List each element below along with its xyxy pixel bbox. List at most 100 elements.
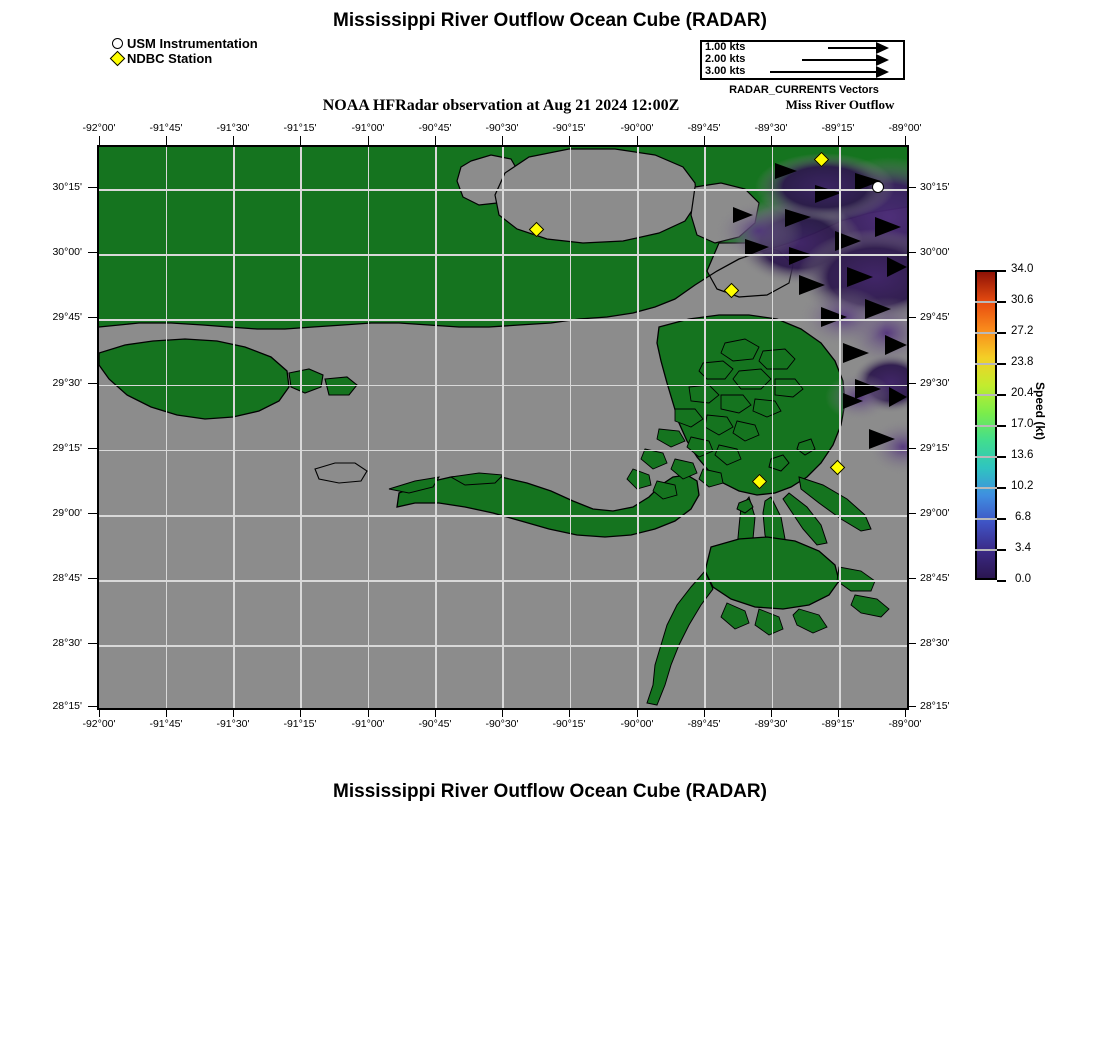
legend-item-usm: USM Instrumentation [110, 36, 258, 50]
x-tick-label: -92°00' [82, 718, 116, 730]
vector-key-row: 1.00 kts [702, 41, 903, 54]
arrow-head-icon [876, 42, 889, 54]
x-tick-label: -89°00' [888, 122, 922, 134]
x-tick-label: -90°15' [552, 718, 586, 730]
legend-label-usm: USM Instrumentation [127, 35, 258, 51]
map-canvas[interactable] [97, 145, 909, 710]
y-tick-label: 29°45' [920, 311, 950, 323]
gridline-vertical [367, 147, 370, 708]
colorbar-tick-label: 6.8 [1015, 511, 1031, 523]
gridline-horizontal [99, 580, 907, 582]
y-tick-label: 30°15' [52, 181, 82, 193]
colorbar-tick-label: 23.8 [1011, 356, 1034, 368]
circle-icon [110, 37, 124, 49]
x-tick-label: -89°00' [888, 718, 922, 730]
page-title: Mississippi River Outflow Ocean Cube (RA… [333, 10, 767, 31]
y-tick-label: 30°15' [920, 181, 950, 193]
y-tick-label: 29°30' [52, 377, 82, 389]
bottom-title: Mississippi River Outflow Ocean Cube (RA… [333, 781, 767, 802]
vector-key-row: 3.00 kts [702, 65, 903, 78]
legend-item-ndbc: NDBC Station [109, 50, 258, 66]
y-tick-label: 29°00' [920, 507, 950, 519]
x-tick-label: -90°45' [418, 122, 452, 134]
x-tick-label: -90°30' [485, 122, 519, 134]
x-tick-label: -89°30' [754, 718, 788, 730]
colorbar-axis-title: Speed (kt) [1033, 382, 1047, 441]
subtitle: NOAA HFRadar observation at Aug 21 2024 … [322, 97, 680, 114]
gridline-vertical [839, 147, 841, 708]
vector-key-caption: RADAR_CURRENTS Vectors [729, 84, 879, 96]
colorbar-tick-label: 20.4 [1011, 387, 1034, 399]
y-tick-label: 30°00' [920, 246, 950, 258]
gridline-horizontal [99, 254, 907, 256]
y-tick-label: 29°00' [52, 507, 82, 519]
arrow-shaft [828, 47, 877, 49]
y-tick-label: 28°15' [920, 700, 950, 712]
gridline-horizontal [99, 645, 907, 647]
gridline-vertical [233, 147, 235, 708]
y-tick-label: 29°30' [920, 377, 950, 389]
y-tick-label: 29°15' [52, 442, 82, 454]
vector-key-row: 2.00 kts [702, 53, 903, 66]
legend-label-ndbc: NDBC Station [127, 50, 213, 66]
x-tick-label: -90°00' [620, 122, 654, 134]
x-tick-label: -90°00' [620, 718, 654, 730]
colorbar-tick-label: 13.6 [1011, 449, 1034, 461]
gridline-horizontal [99, 189, 907, 191]
x-tick-label: -92°00' [82, 122, 116, 134]
y-tick-label: 29°15' [920, 442, 950, 454]
vector-key-label-2: 2.00 kts [705, 53, 746, 65]
gridline-horizontal [99, 319, 907, 321]
map-inner [99, 147, 907, 708]
x-tick-label: -89°45' [687, 122, 721, 134]
y-tick-label: 28°45' [920, 572, 950, 584]
y-tick-label: 29°45' [52, 311, 82, 323]
vector-scale-key: 1.00 kts 2.00 kts 3.00 kts [700, 40, 905, 80]
gridline-horizontal [99, 449, 907, 452]
symbol-legend: USM Instrumentation NDBC Station [109, 36, 258, 66]
x-tick-label: -91°00' [351, 122, 385, 134]
x-tick-label: -91°15' [283, 718, 317, 730]
x-tick-label: -91°30' [216, 718, 250, 730]
x-tick-label: -89°15' [821, 122, 855, 134]
x-tick-label: -89°30' [754, 122, 788, 134]
vector-key-label-3: 3.00 kts [705, 65, 746, 77]
x-tick-label: -90°15' [552, 122, 586, 134]
colorbar-tick-label: 27.2 [1011, 325, 1034, 337]
y-tick-label: 28°30' [52, 637, 82, 649]
colorbar-tick-label: 0.0 [1015, 573, 1031, 585]
colorbar-tick-label: 34.0 [1011, 263, 1034, 275]
x-tick-label: -91°00' [351, 718, 385, 730]
gridline-horizontal [99, 515, 907, 517]
x-tick-label: -89°45' [687, 718, 721, 730]
arrow-head-icon [876, 54, 889, 66]
gridline-vertical [435, 147, 437, 708]
gridline-vertical [704, 147, 706, 708]
arrow-shaft [802, 59, 877, 61]
x-tick-label: -91°45' [149, 718, 183, 730]
y-tick-label: 28°45' [52, 572, 82, 584]
arrow-shaft [770, 71, 877, 73]
vector-key-label-1: 1.00 kts [705, 41, 746, 53]
arrow-head-icon [876, 66, 889, 78]
colorbar-tick-label: 10.2 [1011, 480, 1034, 492]
diamond-icon [109, 50, 125, 66]
x-tick-label: -89°15' [821, 718, 855, 730]
x-tick-label: -90°45' [418, 718, 452, 730]
y-tick-label: 28°30' [920, 637, 950, 649]
gridline-horizontal [99, 384, 907, 387]
gridline-vertical [637, 147, 639, 708]
x-tick-label: -91°30' [216, 122, 250, 134]
x-tick-label: -90°30' [485, 718, 519, 730]
gridline-vertical [569, 147, 572, 708]
x-tick-label: -91°15' [283, 122, 317, 134]
gridline-vertical [771, 147, 774, 708]
y-tick-label: 30°00' [52, 246, 82, 258]
gridline-vertical [165, 147, 168, 708]
y-tick-label: 28°15' [52, 700, 82, 712]
colorbar-tick-label: 17.0 [1011, 418, 1034, 430]
colorbar-tick-label: 30.6 [1011, 294, 1034, 306]
gridline-vertical [300, 147, 302, 708]
dataset-caption: Miss River Outflow [785, 97, 895, 112]
usm-instrumentation-marker[interactable] [872, 181, 884, 193]
